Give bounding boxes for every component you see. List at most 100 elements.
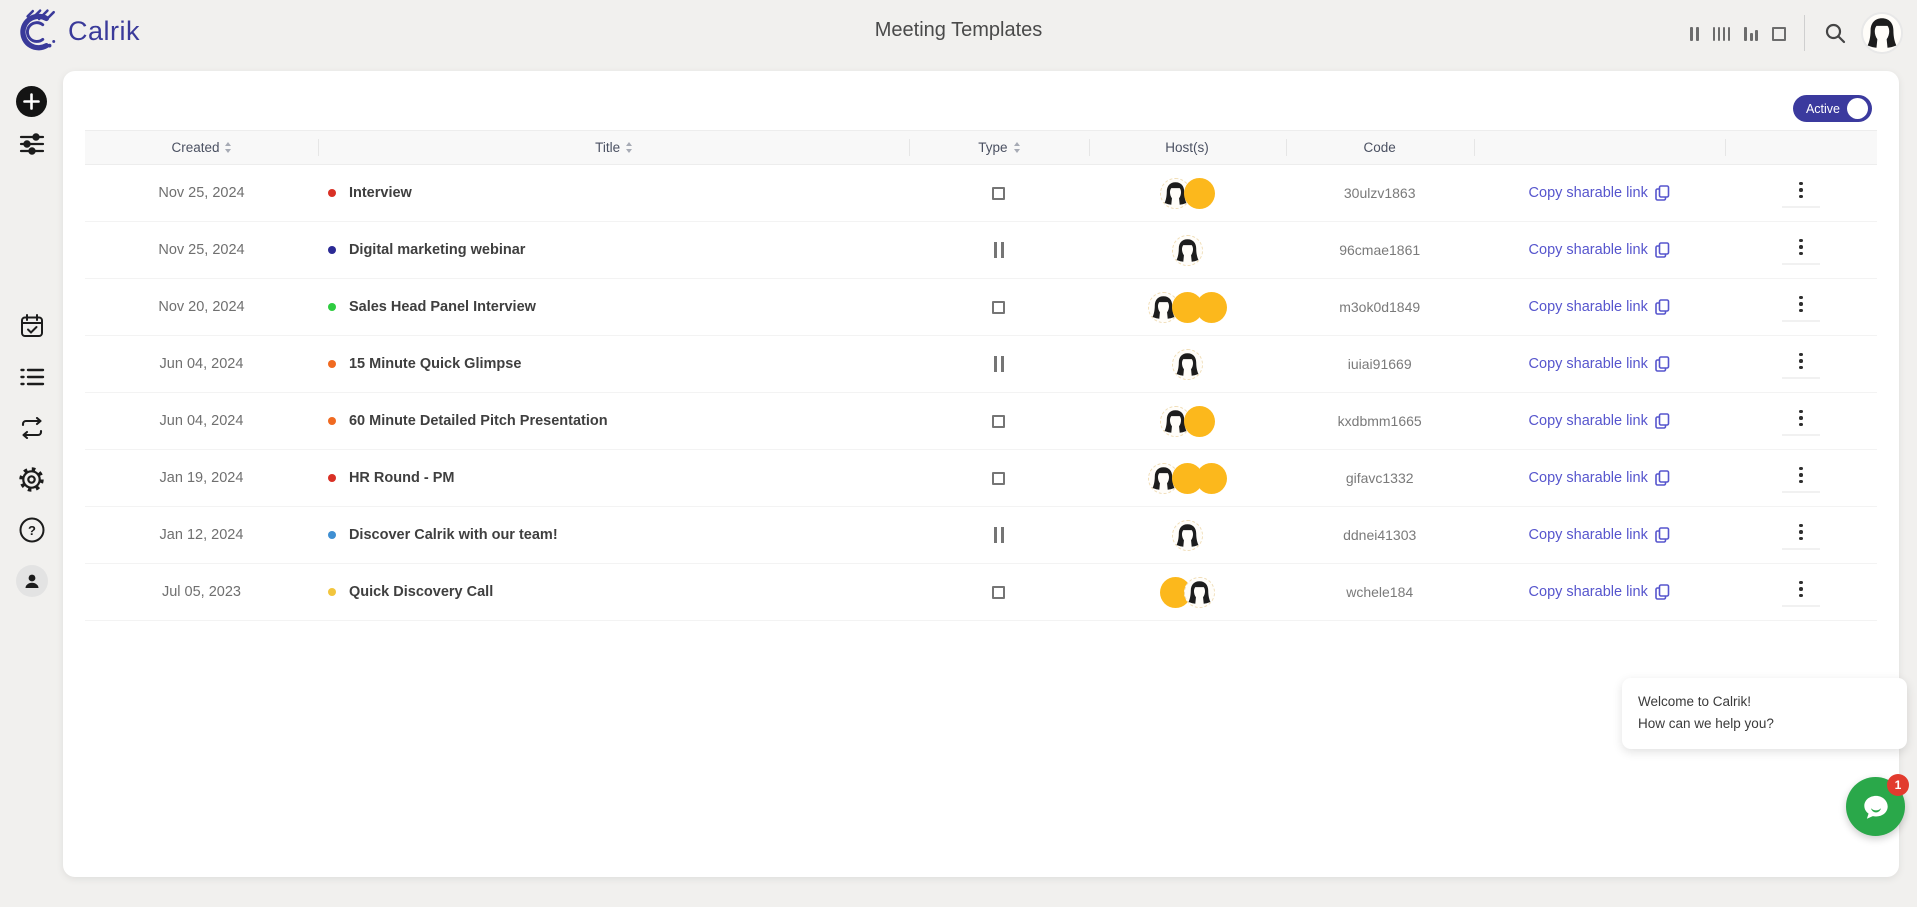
table-row[interactable]: Nov 25, 2024 Interview 30ulzv1863 Copy s… [85,165,1877,222]
copy-sharable-link[interactable]: Copy sharable link [1529,356,1670,372]
column-header-link [1473,131,1725,164]
yellow-avatar [1183,405,1215,437]
row-created-date: Jan 19, 2024 [159,470,244,486]
person-icon[interactable] [15,564,49,598]
table-row[interactable]: Jun 04, 2024 60 Minute Detailed Pitch Pr… [85,393,1877,450]
copy-sharable-link[interactable]: Copy sharable link [1529,584,1670,600]
host-avatars [1089,576,1286,608]
row-menu-kebab[interactable] [1768,520,1834,551]
brand-logo[interactable]: Calrik [14,8,140,54]
row-title[interactable]: Quick Discovery Call [348,584,494,600]
chat-unread-badge: 1 [1887,774,1909,796]
copy-sharable-link[interactable]: Copy sharable link [1529,242,1670,258]
table-row[interactable]: Jan 12, 2024 Discover Calrik with our te… [85,507,1877,564]
copy-sharable-link[interactable]: Copy sharable link [1529,470,1670,486]
square-type-icon [992,585,1006,599]
row-menu-kebab[interactable] [1768,349,1834,380]
active-toggle[interactable]: Active [1792,95,1872,122]
row-title[interactable]: Discover Calrik with our team! [348,527,558,543]
host-avatars [1089,177,1286,209]
yellow-avatar [1183,177,1215,209]
table-row[interactable]: Jan 19, 2024 HR Round - PM gifavc1332 Co… [85,450,1877,507]
row-title[interactable]: HR Round - PM [348,470,455,486]
two-bars-view-icon[interactable] [1690,25,1699,41]
plus-circle-icon[interactable] [15,84,49,118]
table-row[interactable]: Jun 04, 2024 15 Minute Quick Glimpse iui… [85,336,1877,393]
row-code: gifavc1332 [1345,470,1414,486]
host-avatars [1089,291,1286,323]
sort-icon [626,142,633,153]
row-code: kxdbmm1665 [1337,413,1422,429]
column-header-type[interactable]: Type [909,131,1088,164]
row-menu-kebab[interactable] [1768,292,1834,323]
kebab-underline [1781,263,1820,266]
color-dot [327,417,336,425]
table-row[interactable]: Jul 05, 2023 Quick Discovery Call wchele… [85,564,1877,621]
main-card: Active Created Title Type Host(s) Code [63,71,1899,877]
kebab-underline [1781,491,1820,494]
color-dot [327,474,336,482]
page-title: Meeting Templates [874,19,1043,41]
row-title[interactable]: Sales Head Panel Interview [348,299,536,315]
column-header-created[interactable]: Created [85,131,318,164]
copy-icon [1655,527,1670,543]
chat-launcher-button[interactable]: 1 [1846,774,1909,836]
bar-chart-view-icon[interactable] [1744,25,1758,41]
copy-link-label: Copy sharable link [1528,356,1648,372]
sliders-filter-icon[interactable] [15,127,49,161]
row-created-date: Jan 12, 2024 [159,527,244,543]
square-type-icon [992,300,1006,314]
copy-link-label: Copy sharable link [1528,413,1648,429]
chat-bubble-icon [1863,795,1888,819]
column-header-title[interactable]: Title [317,131,909,164]
row-title[interactable]: Interview [348,185,412,201]
row-menu-kebab[interactable] [1768,235,1834,266]
copy-sharable-link[interactable]: Copy sharable link [1529,185,1670,201]
row-menu-kebab[interactable] [1768,463,1834,494]
search-icon[interactable] [1823,21,1847,45]
copy-sharable-link[interactable]: Copy sharable link [1529,413,1670,429]
kebab-underline [1781,206,1820,209]
copy-icon [1655,356,1670,372]
copy-link-label: Copy sharable link [1528,584,1648,600]
kebab-underline [1781,605,1820,608]
calendar-check-icon[interactable] [15,309,49,343]
host-avatars [1089,405,1286,437]
gear-icon[interactable] [15,462,49,496]
color-dot [327,303,336,311]
copy-sharable-link[interactable]: Copy sharable link [1529,299,1670,315]
copy-sharable-link[interactable]: Copy sharable link [1529,527,1670,543]
chat-line-2: How can we help you? [1638,716,1774,731]
row-title[interactable]: 60 Minute Detailed Pitch Presentation [348,413,608,429]
help-icon[interactable]: ? [15,513,49,547]
column-label: Title [595,140,621,155]
female-avatar [1159,405,1191,437]
templates-table: Created Title Type Host(s) Code Nov 25, … [85,130,1877,621]
kebab-underline [1781,320,1820,323]
row-menu-kebab[interactable] [1768,577,1834,608]
list-icon[interactable] [15,360,49,394]
row-code: ddnei41303 [1343,527,1417,543]
toggle-knob [1847,98,1868,119]
row-title[interactable]: Digital marketing webinar [348,242,526,258]
row-code: 30ulzv1863 [1343,185,1416,201]
column-header-hosts: Host(s) [1088,131,1286,164]
host-avatars [1089,519,1286,551]
brand-name: Calrik [68,15,141,46]
table-row[interactable]: Nov 25, 2024 Digital marketing webinar 9… [85,222,1877,279]
square-view-icon[interactable] [1772,25,1786,41]
copy-link-label: Copy sharable link [1528,299,1648,315]
user-avatar[interactable] [1861,12,1903,54]
copy-icon [1655,185,1670,201]
table-row[interactable]: Nov 20, 2024 Sales Head Panel Interview … [85,279,1877,336]
female-avatar [1171,234,1203,266]
four-bars-view-icon[interactable] [1712,25,1730,41]
row-menu-kebab[interactable] [1768,178,1834,209]
row-menu-kebab[interactable] [1768,406,1834,437]
sidebar: ? [0,62,63,907]
repeat-icon[interactable] [15,411,49,445]
yellow-avatar [1195,291,1227,323]
row-title[interactable]: 15 Minute Quick Glimpse [348,356,522,372]
color-dot [327,246,336,254]
row-created-date: Jul 05, 2023 [161,584,241,600]
